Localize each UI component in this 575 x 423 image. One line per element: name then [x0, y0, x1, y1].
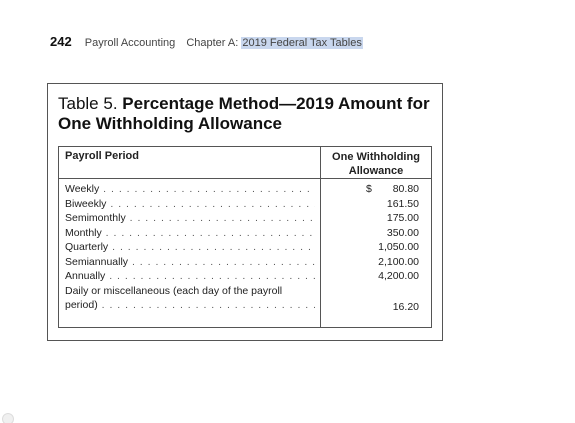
column-header-allowance: One Withholding Allowance	[332, 151, 420, 177]
column-divider	[320, 147, 321, 327]
row-period-label-line2: period)	[65, 298, 315, 313]
row-amount: 16.20	[392, 300, 419, 313]
row-amount: 4,200.00	[378, 270, 419, 282]
table-row: Weekly $ 80.80	[59, 182, 431, 197]
row-amount: 80.80	[392, 183, 419, 195]
header-rule	[59, 178, 431, 179]
page-number: 242	[50, 34, 72, 49]
allowance-table: Payroll Period One Withholding Allowance…	[58, 146, 432, 328]
scroll-indicator-icon	[2, 413, 14, 423]
selected-chapter-title[interactable]: 2019 Federal Tax Tables	[241, 37, 363, 49]
table-row: Semimonthly 175.00	[59, 211, 431, 226]
row-period-label: Quarterly	[65, 240, 315, 255]
withholding-table-box: Table 5. Percentage Method—2019 Amount f…	[47, 83, 443, 341]
row-period-label: Annually	[65, 269, 315, 284]
table-body: Weekly $ 80.80 Biweekly 161.50 Semimonth…	[59, 182, 431, 315]
table-row: Quarterly 1,050.00	[59, 240, 431, 255]
row-period-label-line1: Daily or miscellaneous (each day of the …	[65, 284, 283, 297]
book-title: Payroll Accounting	[84, 37, 176, 49]
row-period-label: Weekly	[65, 182, 315, 197]
table-row: Annually 4,200.00	[59, 269, 431, 284]
row-period-label: Biweekly	[65, 197, 315, 212]
row-amount: 350.00	[386, 226, 419, 239]
table-title: Table 5. Percentage Method—2019 Amount f…	[58, 94, 433, 134]
row-period-label: Monthly	[65, 226, 315, 241]
table-row: Biweekly 161.50	[59, 197, 431, 212]
row-amount: 175.00	[386, 212, 419, 224]
running-header: 242 Payroll Accounting Chapter A: 2019 F…	[50, 34, 363, 49]
row-amount: 1,050.00	[378, 241, 419, 253]
table-row: Monthly 350.00	[59, 226, 431, 241]
row-period-label: Semimonthly	[65, 211, 315, 226]
table-number: Table 5.	[58, 94, 118, 113]
chapter-prefix: Chapter A:	[186, 37, 239, 49]
table-row-daily: Daily or miscellaneous (each day of the …	[59, 284, 431, 315]
column-header-payroll-period: Payroll Period	[65, 150, 139, 162]
row-amount: 161.50	[386, 197, 419, 210]
currency-symbol: $	[366, 183, 372, 195]
table-heading: Percentage Method—2019 Amount for One Wi…	[58, 94, 430, 133]
table-row: Semiannually 2,100.00	[59, 255, 431, 270]
row-period-label: Semiannually	[65, 255, 315, 270]
row-amount: 2,100.00	[378, 255, 419, 268]
